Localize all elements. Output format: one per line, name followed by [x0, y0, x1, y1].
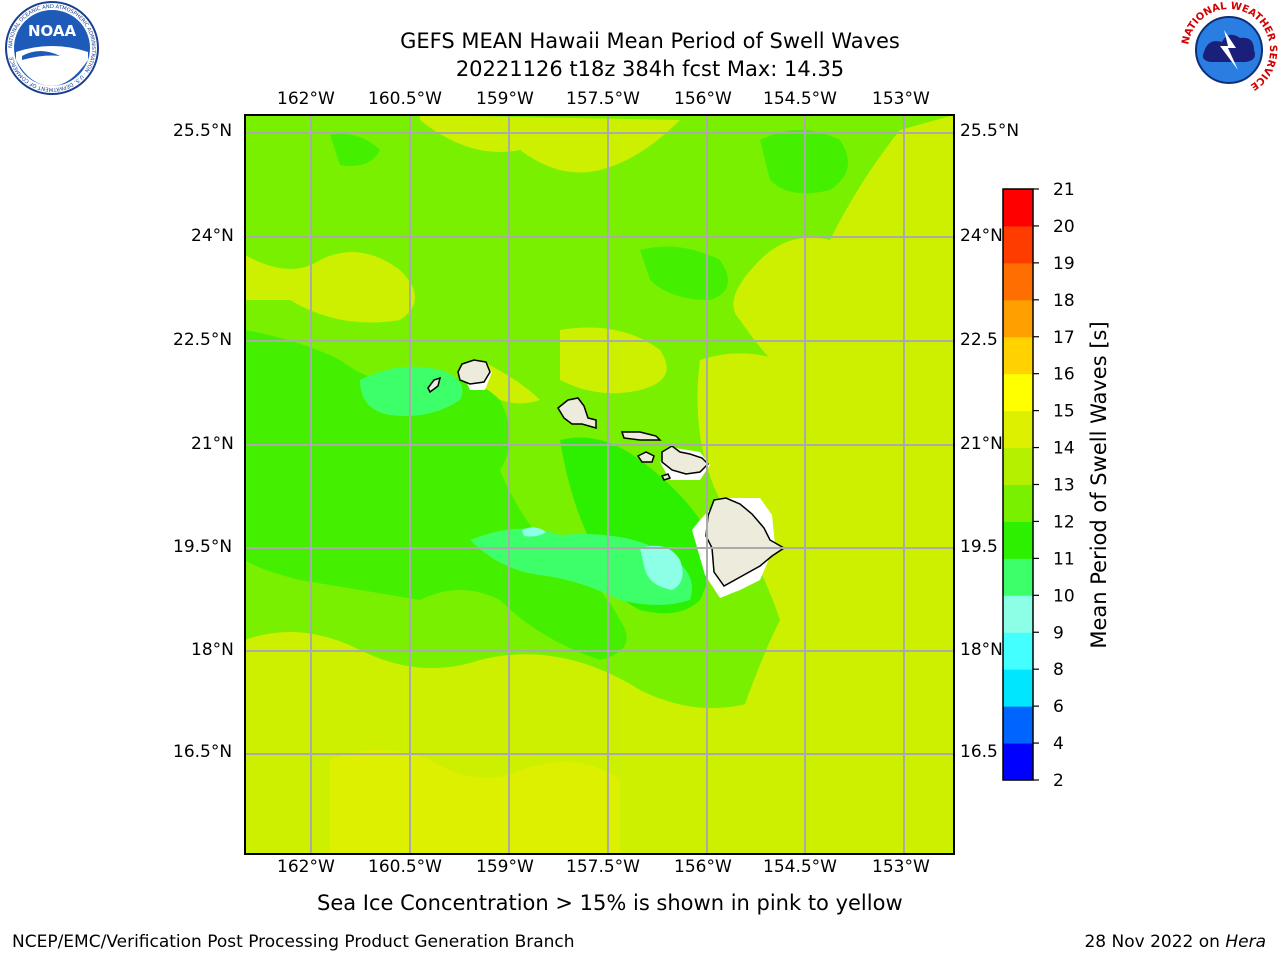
lat-tick-left: 22.5°N [173, 330, 233, 350]
lon-tick-top: 159°W [476, 89, 534, 109]
colorbar-swatch [1003, 484, 1033, 522]
lat-tick-left: 21°N [191, 434, 234, 454]
footer-date: 28 Nov 2022 on Hera [1084, 932, 1266, 952]
colorbar-swatch [1003, 225, 1033, 264]
colorbar-tick-label: 2 [1053, 771, 1064, 791]
lat-tick-right: 24°N [960, 226, 1003, 246]
colorbar-tick-label: 18 [1053, 291, 1075, 311]
colorbar-swatch [1003, 336, 1033, 375]
hawaiian-islands [427, 359, 786, 587]
colorbar-swatch [1003, 669, 1033, 707]
lon-tick-bottom: 157.5°W [566, 857, 640, 877]
island-kauai [457, 359, 491, 385]
lat-tick-right: 19.5 [960, 537, 998, 557]
colorbar-tick-label: 9 [1053, 623, 1064, 643]
island-oahu [557, 397, 597, 429]
lat-tick-left: 18°N [191, 640, 234, 660]
colorbar-tick-label: 10 [1053, 586, 1075, 606]
colorbar-swatch [1003, 299, 1033, 338]
colorbar-swatch [1003, 447, 1033, 485]
colorbar: 2 4 6 8 9 10 11 12 13 14 15 16 17 18 19 20 21 [1003, 180, 1075, 791]
colorbar-swatch [1003, 262, 1033, 301]
colorbar-swatch [1003, 189, 1033, 227]
noaa-logo: NOAA NATIONAL OCEANIC AND ATMOSPHERIC AD… [0, 0, 104, 100]
lon-tick-top: 162°W [277, 89, 335, 109]
chart-title: GEFS MEAN Hawaii Mean Period of Swell Wa… [400, 29, 900, 53]
lon-tick-bottom: 160.5°W [368, 857, 442, 877]
lat-tick-right: 25.5°N [960, 121, 1020, 141]
lon-tick-top: 156°W [674, 89, 732, 109]
lat-tick-right: 21°N [960, 434, 1003, 454]
lat-tick-left: 19.5°N [173, 537, 233, 557]
colorbar-tick-label: 11 [1053, 549, 1075, 569]
island-kahoolawe [660, 473, 672, 481]
nws-logo: NATIONAL WEATHER SERVICE [1178, 0, 1280, 100]
colorbar-swatch [1003, 558, 1033, 596]
lon-tick-top: 160.5°W [368, 89, 442, 109]
colorbar-tick-label: 12 [1053, 512, 1075, 532]
colorbar-tick-label: 16 [1053, 365, 1075, 385]
colorbar-title: Mean Period of Swell Waves [s] [1087, 321, 1111, 648]
colorbar-tick-label: 21 [1053, 180, 1075, 200]
map-frame [244, 114, 955, 855]
colorbar-tick-label: 19 [1053, 254, 1075, 274]
lon-tick-bottom: 153°W [872, 857, 930, 877]
colorbar-tick-label: 8 [1053, 660, 1064, 680]
footer-date-text: 28 Nov 2022 on [1084, 932, 1220, 952]
colorbar-tick-label: 15 [1053, 402, 1075, 422]
footer-machine: Hera [1225, 932, 1266, 952]
lon-tick-bottom: 154.5°W [763, 857, 837, 877]
noaa-logo-text: NOAA [28, 22, 77, 40]
swell-period-field [245, 115, 954, 854]
island-lanai [636, 451, 655, 463]
lat-tick-right: 16.5 [960, 742, 998, 762]
lon-tick-top: 153°W [872, 89, 930, 109]
colorbar-swatch [1003, 521, 1033, 559]
lon-tick-bottom: 156°W [674, 857, 732, 877]
colorbar-tick-label: 20 [1053, 217, 1075, 237]
colorbar-swatch [1003, 410, 1033, 449]
chart-subtitle: 20221126 t18z 384h fcst Max: 14.35 [455, 57, 845, 81]
footer-branch: NCEP/EMC/Verification Post Processing Pr… [12, 932, 575, 952]
colorbar-tick-label: 6 [1053, 697, 1064, 717]
lat-tick-left: 24°N [191, 226, 234, 246]
colorbar-tick-label: 14 [1053, 439, 1075, 459]
colorbar-swatch [1003, 595, 1033, 633]
island-hawaii [705, 497, 786, 587]
colorbar-swatch [1003, 706, 1033, 744]
colorbar-swatch [1003, 743, 1033, 781]
colorbar-tick-label: 17 [1053, 328, 1075, 348]
lat-tick-right: 18°N [960, 640, 1003, 660]
island-molokai [620, 431, 662, 441]
lon-tick-bottom: 162°W [277, 857, 335, 877]
colorbar-frame [1002, 188, 1034, 781]
lon-tick-top: 154.5°W [763, 89, 837, 109]
lat-tick-right: 22.5 [960, 330, 998, 350]
lon-tick-top: 157.5°W [566, 89, 640, 109]
colorbar-swatch [1003, 632, 1033, 670]
sea-ice-note: Sea Ice Concentration > 15% is shown in … [317, 891, 903, 915]
lon-tick-bottom: 159°W [476, 857, 534, 877]
lat-tick-left: 25.5°N [173, 121, 233, 141]
island-niihau [427, 376, 442, 394]
colorbar-swatch [1003, 373, 1033, 412]
lat-tick-left: 16.5°N [173, 742, 233, 762]
colorbar-tick-label: 13 [1053, 476, 1075, 496]
gridlines [245, 115, 954, 854]
colorbar-tick-label: 4 [1053, 734, 1064, 754]
